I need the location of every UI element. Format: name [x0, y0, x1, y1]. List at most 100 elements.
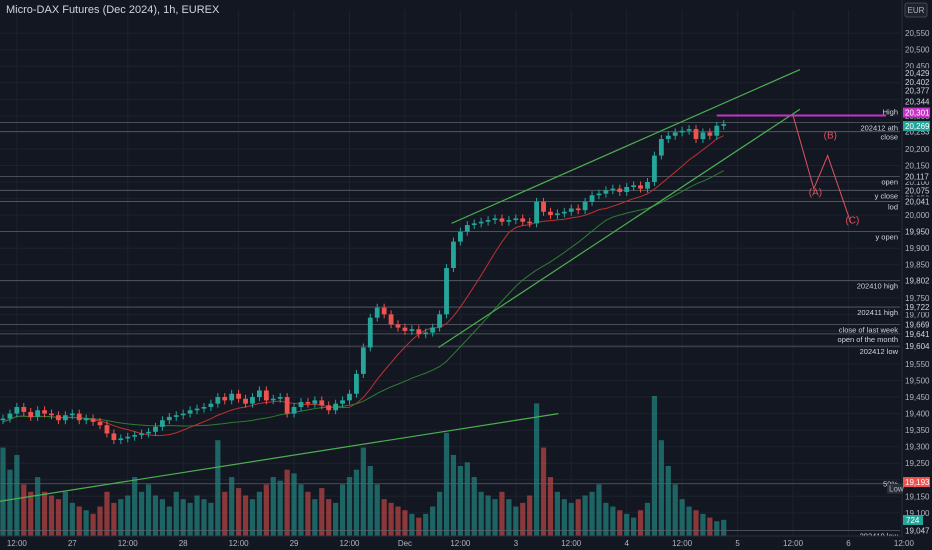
candle: [243, 394, 248, 408]
level-tag: 20,377: [905, 86, 930, 95]
candle-body: [444, 268, 449, 315]
candle-body: [374, 307, 380, 318]
volume-bar: [651, 396, 658, 536]
level-tag-bg: [903, 85, 930, 96]
candle-body: [28, 411, 34, 417]
candle: [534, 197, 540, 228]
candle: [257, 386, 262, 402]
volume-bar: [631, 517, 637, 536]
candle: [312, 396, 318, 408]
candle-body: [180, 413, 186, 416]
candle-body: [603, 190, 609, 194]
candle: [596, 189, 602, 200]
volume-bar: [21, 484, 27, 536]
y-tick-label: 20,100: [905, 178, 930, 187]
candle: [568, 204, 574, 216]
candle-body: [471, 223, 477, 226]
candle: [624, 183, 630, 196]
candle-body: [402, 327, 408, 331]
level-tag: 20,402: [905, 78, 930, 87]
candle-body: [721, 124, 727, 126]
volume-bar: [145, 484, 152, 536]
volume-bar: [152, 495, 159, 536]
candle-body: [423, 332, 429, 335]
x-tick-label: 12:00: [339, 539, 360, 548]
volume-bar: [582, 495, 588, 536]
x-tick-label: 12:00: [672, 539, 693, 548]
candle-body: [284, 397, 290, 414]
x-tick-label: 29: [290, 539, 299, 548]
volume-bar: [506, 499, 512, 536]
y-tick-label: 19,500: [905, 377, 930, 386]
candle: [28, 407, 34, 421]
candle: [347, 389, 352, 405]
candle-body: [104, 425, 110, 434]
candle-body: [62, 415, 68, 421]
long-trendline: [0, 413, 559, 502]
candle: [139, 429, 144, 440]
volume-bar: [568, 502, 574, 536]
wave-label: (B): [824, 130, 837, 141]
candle-body: [208, 403, 214, 407]
volume-bar: [0, 447, 6, 536]
candle: [561, 207, 567, 218]
candle-body: [437, 314, 442, 328]
candle-body: [340, 400, 345, 404]
candle-body: [291, 406, 297, 414]
volume-bar: [242, 495, 249, 536]
candle-body: [236, 393, 242, 399]
volume-bar: [561, 499, 567, 536]
level-tag: 20,075: [905, 186, 930, 195]
candle-body: [243, 398, 248, 404]
candle-body: [534, 201, 540, 224]
level-label: close of last week: [839, 326, 898, 335]
volume-bar: [367, 466, 373, 536]
candle-body: [333, 403, 339, 411]
candle-body: [305, 402, 311, 404]
candle: [416, 325, 422, 339]
candle-body: [76, 413, 82, 421]
candle-body: [7, 413, 13, 419]
level-tag-bg: [903, 196, 930, 207]
candle-body: [0, 418, 6, 421]
level-label: y open: [875, 233, 898, 242]
volume-bar: [166, 506, 172, 536]
candle-body: [596, 193, 602, 196]
candle: [700, 128, 706, 143]
candle: [201, 403, 207, 413]
volume-bar: [215, 440, 221, 536]
x-tick-label: 12:00: [450, 539, 471, 548]
y-tick-label: 19,150: [905, 492, 930, 501]
candle-body: [700, 132, 706, 140]
moving-average-line: [2, 135, 724, 437]
candle-body: [69, 413, 75, 416]
volume-bar: [589, 491, 595, 536]
candle: [42, 406, 47, 418]
volume-bar: [499, 491, 505, 536]
candle-body: [173, 415, 179, 417]
candle: [631, 181, 637, 191]
candle: [645, 178, 650, 193]
level-tag-bg: [903, 68, 930, 79]
candle: [326, 401, 332, 415]
candle-body: [430, 327, 436, 333]
candle-body: [215, 397, 221, 404]
candle-body: [652, 155, 657, 183]
volume-bar: [346, 477, 353, 536]
channel-lower-line: [438, 108, 801, 348]
low-badge-bg: [887, 483, 903, 494]
volume-bar: [28, 491, 34, 536]
candle-body: [589, 195, 595, 202]
candle: [548, 207, 553, 220]
level-label: 202412 low: [860, 347, 899, 356]
volume-bar: [672, 484, 678, 536]
x-tick-label: 12:00: [118, 539, 139, 548]
volume-bar: [201, 499, 207, 536]
candle: [277, 393, 283, 403]
candle: [499, 214, 505, 226]
candle: [35, 406, 41, 421]
volume-bar: [714, 521, 720, 536]
level-tag-bg: [903, 302, 930, 313]
candle: [506, 216, 512, 226]
